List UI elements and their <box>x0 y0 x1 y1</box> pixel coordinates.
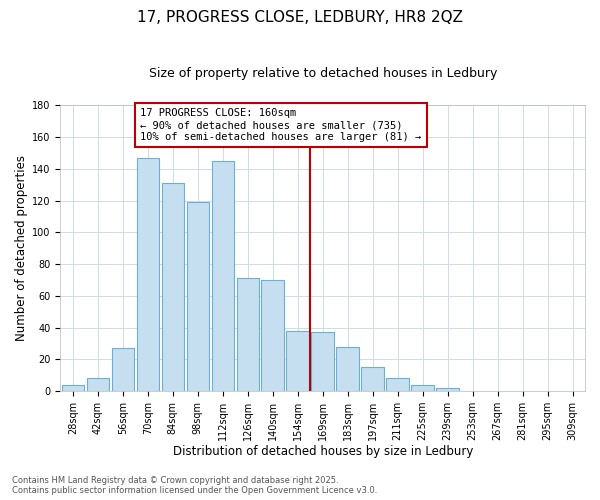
Bar <box>412 385 434 391</box>
Bar <box>62 385 84 391</box>
Bar <box>212 161 234 391</box>
Bar <box>112 348 134 391</box>
Bar <box>286 331 309 391</box>
Bar <box>386 378 409 391</box>
Bar <box>187 202 209 391</box>
Text: Contains HM Land Registry data © Crown copyright and database right 2025.
Contai: Contains HM Land Registry data © Crown c… <box>12 476 377 495</box>
Bar <box>361 368 384 391</box>
Bar <box>161 183 184 391</box>
Bar <box>337 346 359 391</box>
Y-axis label: Number of detached properties: Number of detached properties <box>15 155 28 341</box>
Bar <box>436 388 459 391</box>
Bar <box>262 280 284 391</box>
Title: Size of property relative to detached houses in Ledbury: Size of property relative to detached ho… <box>149 68 497 80</box>
Bar <box>86 378 109 391</box>
X-axis label: Distribution of detached houses by size in Ledbury: Distribution of detached houses by size … <box>173 444 473 458</box>
Bar <box>137 158 159 391</box>
Bar <box>311 332 334 391</box>
Bar <box>236 278 259 391</box>
Text: 17 PROGRESS CLOSE: 160sqm
← 90% of detached houses are smaller (735)
10% of semi: 17 PROGRESS CLOSE: 160sqm ← 90% of detac… <box>140 108 422 142</box>
Text: 17, PROGRESS CLOSE, LEDBURY, HR8 2QZ: 17, PROGRESS CLOSE, LEDBURY, HR8 2QZ <box>137 10 463 25</box>
